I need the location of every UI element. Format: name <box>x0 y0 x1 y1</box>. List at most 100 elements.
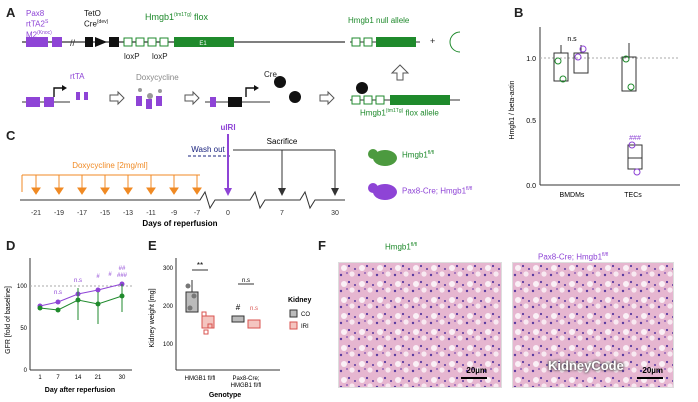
c-tick-8: -7 <box>194 210 200 217</box>
c-days-label: Days of reperfusion <box>142 219 217 228</box>
hmgb1-flox-text: Hmgb1 <box>145 12 175 22</box>
panel-f-label: F <box>318 238 326 253</box>
d-annot-6: ### <box>117 273 128 279</box>
b-ylabel: Hmgb1 / beta-actin <box>509 80 516 139</box>
c-tick-2: -19 <box>54 210 64 217</box>
b-xlabel-1: BMDMs <box>560 192 585 199</box>
f-title-right-sup: fl/fl <box>602 252 609 258</box>
d-annot-3: # <box>96 274 100 280</box>
scale-bar-right <box>637 377 663 379</box>
d-xlabel: Day after reperfusion <box>45 387 115 394</box>
e-group2a: Pax8-Cre; <box>232 376 259 382</box>
c-mouse2-sup: fl/fl <box>466 186 473 192</box>
panel-e-chart: ** n.s # n.s 300 200 100 HMGB1 fl/fl Pax8-… <box>149 258 311 399</box>
e-sig2: n.s <box>242 278 250 284</box>
scale-bar-left <box>461 377 487 379</box>
hmgb1-flox-label: Hmgb1(tm1Tg) flox <box>145 12 208 22</box>
flox-allele-suffix: flox allele <box>405 108 439 118</box>
rtta-sup: S <box>44 19 49 25</box>
d-annot-4: # <box>108 272 112 278</box>
c-tick-11: 30 <box>331 210 339 217</box>
d-annot-5: ## <box>119 266 126 272</box>
e-ns-small: n.s <box>250 306 258 312</box>
f-title-left-sup: fl/fl <box>410 242 418 248</box>
e-legend-title: Kidney <box>288 297 311 304</box>
svg-text://: // <box>70 38 76 48</box>
c-sacrifice: Sacrifice <box>267 137 298 146</box>
c-mouse1-text: Hmgb1 <box>402 150 428 160</box>
d-xtick-4: 21 <box>95 375 102 381</box>
f-title-right: Pax8-Cre; Hmgb1fl/fl <box>538 252 608 262</box>
e-group2b: HMGB1 fl/fl <box>231 383 262 389</box>
c-tick-5: -13 <box>123 210 133 217</box>
m2-label: M2 <box>26 30 38 40</box>
e-ytick-2: 200 <box>163 304 174 310</box>
flox-allele-label: Hmgb1(tm1Tg) flox allele <box>360 108 439 118</box>
teto-cre-labels: TetO Cre(dev) <box>84 9 108 29</box>
histology-right: 20µm <box>512 262 674 388</box>
cre-label: Cre <box>84 19 97 29</box>
d-xtick-5: 30 <box>119 375 126 381</box>
e-hash: # <box>236 303 241 312</box>
b-ytick-3: 0.0 <box>526 183 536 190</box>
c-tick-10: 7 <box>280 210 284 217</box>
c-uiri: uIRI <box>220 123 235 132</box>
c-tick-7: -9 <box>171 210 177 217</box>
d-xtick-3: 14 <box>75 375 82 381</box>
f-title-left: Hmgb1fl/fl <box>385 242 417 252</box>
panel-b-chart: 1.0 0.5 0.0 BMDMs TECs n.s ### Hmgb1 / b… <box>509 27 680 199</box>
c-dox-label: Doxycycline [2mg/ml] <box>72 161 148 170</box>
pax8-block <box>26 37 48 47</box>
d-ytick-2: 50 <box>20 326 27 332</box>
m2-sup: (Knoc) <box>37 29 52 36</box>
c-tick-4: -15 <box>100 210 110 217</box>
b-xlabel-2: TECs <box>624 192 642 199</box>
c-tick-3: -17 <box>77 210 87 217</box>
e-ylabel: Kidney weight [mg] <box>149 288 156 347</box>
panel-e-label: E <box>148 238 157 253</box>
panel-d-label: D <box>6 238 16 253</box>
c-mouse1-label: Hmgb1fl/fl <box>402 150 434 160</box>
e-legend-co: CO <box>301 312 310 318</box>
plus-sign: + <box>430 36 436 46</box>
teto-label: TetO <box>84 9 101 18</box>
scale-label-right: 20µm <box>642 366 663 375</box>
pax8-label: Pax8 <box>26 9 45 18</box>
panel-c-label: C <box>6 128 16 143</box>
d-ytick-3: 0 <box>24 368 28 374</box>
d-xtick-1: 1 <box>38 375 42 381</box>
e-ytick-3: 100 <box>163 342 174 348</box>
e-xlabel: Genotype <box>209 392 241 399</box>
b-ytick-1: 1.0 <box>526 56 536 63</box>
scale-label-left: 20µm <box>466 366 487 375</box>
c-tick-9: 0 <box>226 210 230 217</box>
flox-allele-sup: (tm1Tg) <box>385 108 404 114</box>
loxp-label-2: loxP <box>152 52 168 61</box>
c-washout: Wash out <box>191 145 225 154</box>
null-allele-label: Hmgb1 null allele <box>348 16 410 25</box>
histology-left: 20µm <box>338 262 502 388</box>
pax8-labels: Pax8 rtTA2S M2(Knoc) <box>26 9 52 39</box>
cre-protein-label: Cre <box>264 70 277 79</box>
c-mouse2-text: Pax8-Cre; Hmgb1 <box>402 186 467 196</box>
f-title-left-text: Hmgb1 <box>385 242 411 252</box>
loxp-label-1: loxP <box>124 52 140 61</box>
rtta-label: rtTA2 <box>26 19 45 29</box>
d-annot-1: n.s <box>54 290 62 296</box>
c-tick-6: -11 <box>146 210 156 217</box>
d-xtick-2: 7 <box>56 375 60 381</box>
hmgb1-flox-suffix: flox <box>194 12 209 22</box>
b-sig: ### <box>629 135 641 142</box>
d-ylabel: GFR [fold of baseline] <box>5 286 12 354</box>
d-annot-2: n.s <box>74 278 82 284</box>
b-ytick-2: 0.5 <box>526 118 536 125</box>
panel-b-label: B <box>514 5 524 20</box>
e-sig1: ** <box>197 261 203 270</box>
e-ytick-1: 300 <box>163 266 174 272</box>
c-mouse2-label: Pax8-Cre; Hmgb1fl/fl <box>402 186 472 196</box>
c-mouse1-sup: fl/fl <box>427 150 435 156</box>
b-ns: n.s <box>567 36 577 43</box>
f-title-right-text: Pax8-Cre; Hmgb1 <box>538 252 603 262</box>
hmgb1-flox-sup: (tm1Tg) <box>174 12 192 18</box>
e-group1: HMGB1 fl/fl <box>185 376 216 382</box>
